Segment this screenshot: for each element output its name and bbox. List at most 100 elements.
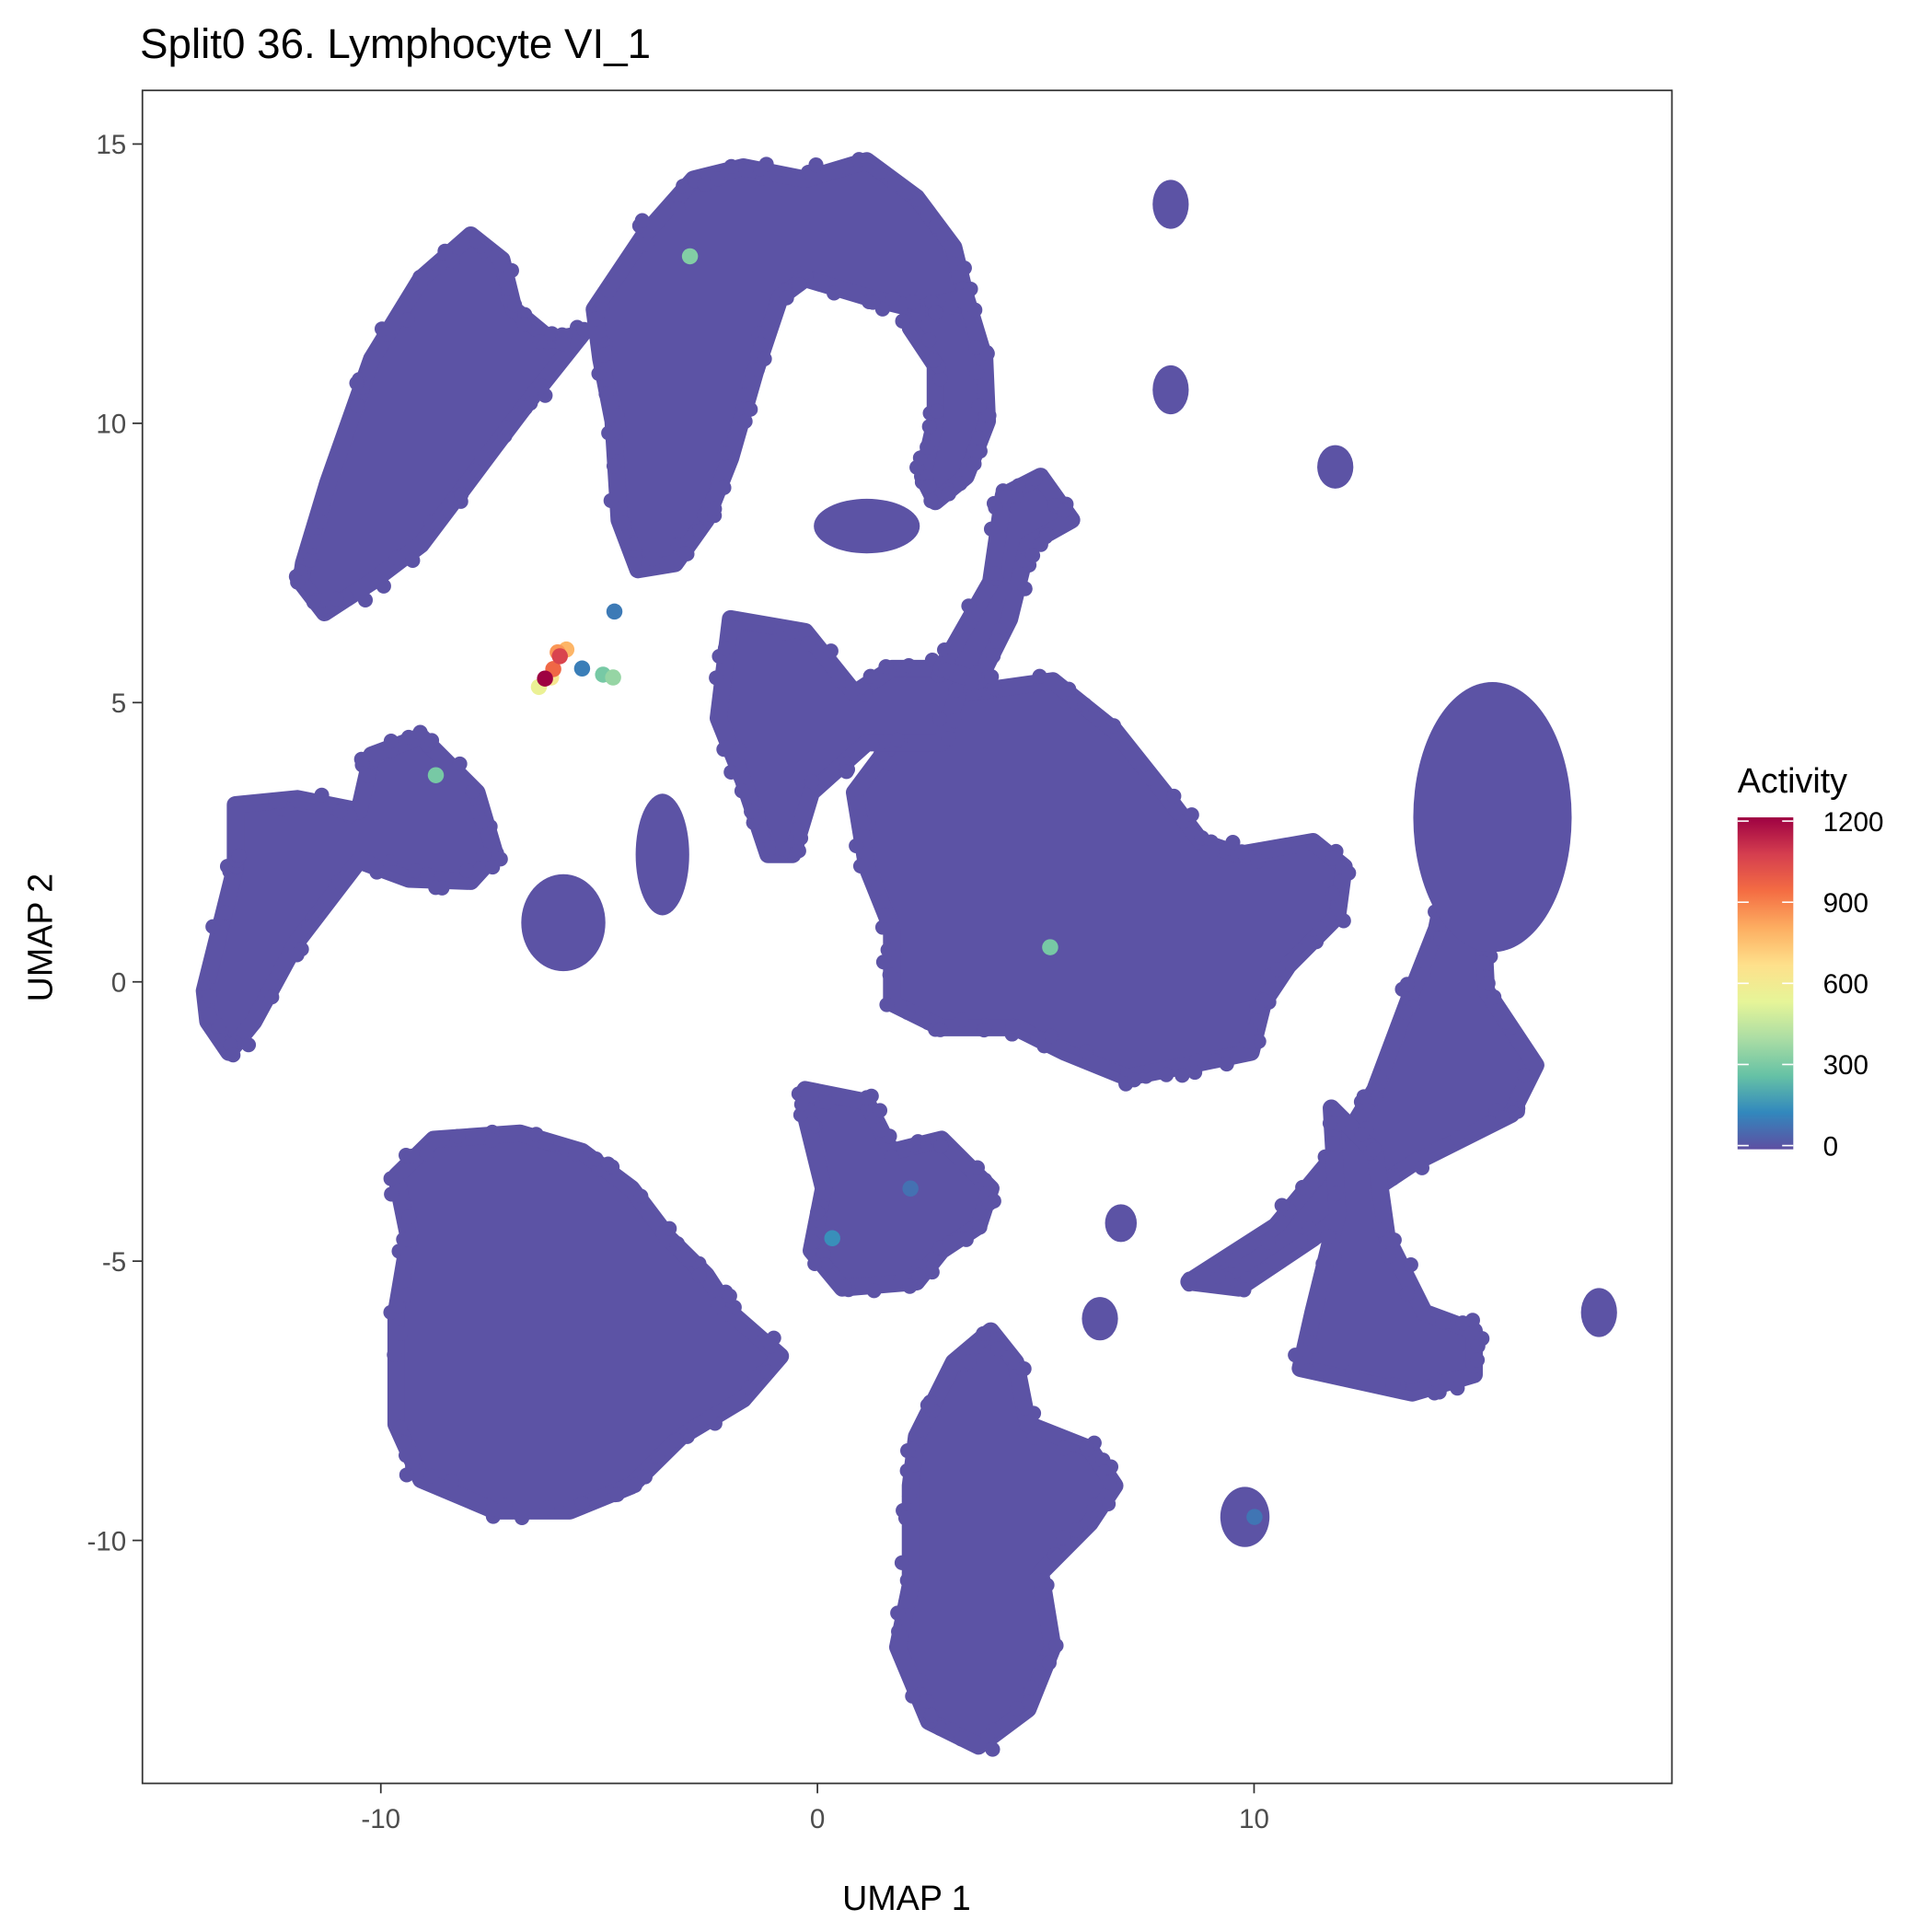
- cell-point: [1100, 1496, 1116, 1512]
- cell-point: [966, 456, 982, 472]
- cell-point: [1105, 1063, 1121, 1079]
- cell-point: [1024, 1680, 1039, 1695]
- highlight-point: [573, 660, 591, 677]
- cell-point: [912, 1673, 928, 1689]
- highlight-point: [1042, 939, 1059, 955]
- cell-point: [1354, 1127, 1370, 1142]
- cell-point: [932, 1022, 948, 1037]
- cell-point: [783, 624, 800, 640]
- cell-point: [330, 874, 347, 890]
- cell-point: [1188, 1053, 1205, 1069]
- highlight-point: [681, 248, 699, 265]
- island-7: [1105, 1204, 1138, 1243]
- plot-points: [195, 152, 1617, 1757]
- cell-point: [644, 550, 660, 567]
- cell-point: [852, 858, 869, 873]
- cell-point: [1260, 968, 1276, 985]
- cell-point: [501, 281, 516, 296]
- cell-point: [1307, 1338, 1323, 1354]
- cell-point: [958, 1232, 974, 1247]
- cell-point: [900, 1005, 916, 1021]
- cell-point: [830, 672, 847, 688]
- cell-point: [936, 226, 952, 243]
- cell-point: [899, 1572, 915, 1589]
- cell-point: [968, 340, 984, 355]
- cell-point: [987, 566, 1002, 582]
- cell-point: [606, 458, 622, 474]
- cell-point: [452, 756, 468, 772]
- cell-point: [360, 768, 376, 783]
- cell-point: [923, 493, 939, 509]
- x-tick-label: -10: [361, 1804, 400, 1834]
- cell-point: [967, 302, 983, 318]
- cell-point: [1330, 901, 1346, 917]
- cell-point: [517, 400, 534, 416]
- cell-point: [1385, 1377, 1401, 1393]
- cell-point: [1274, 1197, 1290, 1213]
- cell-point: [901, 657, 917, 674]
- cell-point: [808, 157, 824, 173]
- cell-point: [990, 633, 1006, 649]
- cell-point: [885, 291, 901, 307]
- cell-point: [308, 533, 324, 550]
- cell-point: [434, 1130, 451, 1147]
- cell-point: [954, 1012, 969, 1028]
- cell-point: [609, 407, 625, 423]
- cell-point: [431, 260, 446, 275]
- cell-point: [1078, 1044, 1094, 1059]
- cell-point: [953, 476, 968, 492]
- cell-point: [732, 742, 747, 758]
- cell-point: [943, 299, 958, 316]
- cell-point: [1450, 1381, 1465, 1396]
- cell-point: [1386, 1232, 1402, 1248]
- island-1: [1152, 179, 1189, 229]
- axes: -10 0 10 -10 -5 0 5 10 15: [87, 130, 1268, 1834]
- cell-point: [851, 152, 867, 168]
- cell-point: [1498, 1014, 1513, 1030]
- cell-point: [701, 1409, 718, 1425]
- cell-point: [271, 965, 286, 980]
- cell-point: [983, 521, 1000, 537]
- cell-point: [312, 514, 328, 530]
- cell-point: [1487, 989, 1502, 1005]
- cell-point: [764, 839, 780, 856]
- cell-point: [873, 164, 888, 179]
- cell-point: [800, 636, 816, 652]
- cell-point: [444, 1473, 459, 1488]
- cell-point: [947, 242, 964, 258]
- cell-point: [383, 734, 399, 749]
- cell-point: [873, 1122, 888, 1138]
- cell-point: [474, 814, 490, 829]
- cell-point: [454, 487, 469, 503]
- cell-point: [907, 1457, 922, 1473]
- cell-point: [810, 1204, 826, 1221]
- cell-point: [385, 865, 401, 881]
- cell-point: [419, 1146, 434, 1162]
- cell-point: [905, 295, 920, 310]
- cell-point: [957, 1157, 974, 1173]
- cell-point: [878, 734, 894, 749]
- cell-point: [1328, 1186, 1344, 1201]
- y-tick-label: 0: [111, 967, 126, 998]
- cell-point: [532, 334, 548, 350]
- cell-point: [1288, 1348, 1303, 1363]
- cell-point: [301, 919, 317, 934]
- cell-point: [880, 942, 896, 958]
- cell-point: [591, 365, 607, 382]
- highlight-point: [824, 1230, 840, 1247]
- cell-point: [601, 283, 617, 298]
- cell-point: [465, 783, 480, 799]
- cell-point: [550, 1136, 565, 1151]
- cell-point: [1336, 913, 1351, 929]
- cell-point: [931, 711, 948, 727]
- cell-point: [432, 514, 447, 529]
- cell-point: [314, 787, 330, 803]
- cell-point: [971, 430, 987, 445]
- legend-tick-label: 600: [1823, 969, 1868, 1000]
- cell-point: [1205, 1257, 1221, 1273]
- cell-point: [555, 336, 571, 352]
- highlight-point: [1246, 1509, 1263, 1525]
- cell-point: [752, 336, 769, 352]
- cell-point: [1397, 1004, 1413, 1020]
- y-tick-label: 5: [111, 688, 126, 719]
